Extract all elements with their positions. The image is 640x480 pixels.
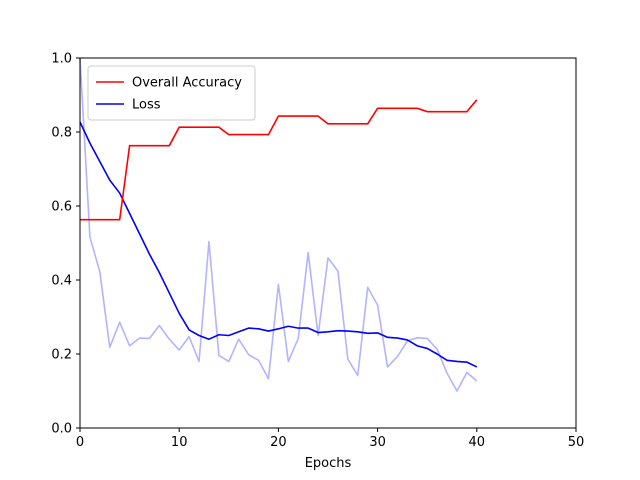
y-axis-ticks: 0.0 0.2 0.4 0.6 0.8 1.0 [51, 52, 80, 437]
x-tick-label: 20 [270, 435, 287, 450]
x-axis-label: Epochs [305, 456, 352, 471]
plot-frame [79, 57, 577, 429]
legend-entry-label: Loss [132, 98, 161, 113]
series-line-raw-loss [79, 57, 478, 392]
y-tick-label: 0.0 [51, 422, 72, 437]
series-line-overall-accuracy [80, 99, 478, 221]
series-line-loss [79, 121, 478, 368]
legend-box [87, 65, 256, 121]
y-tick-label: 0.2 [51, 348, 72, 363]
legend: Overall Accuracy Loss [87, 65, 256, 121]
x-tick-label: 30 [369, 435, 386, 450]
x-tick-label: 0 [76, 435, 84, 450]
y-tick-label: 1.0 [51, 52, 72, 67]
x-tick-label: 10 [171, 435, 188, 450]
legend-entry-label: Overall Accuracy [132, 76, 242, 91]
y-tick-label: 0.6 [51, 200, 72, 215]
x-tick-label: 50 [568, 435, 585, 450]
series-lines [79, 57, 478, 392]
y-tick-label: 0.8 [51, 126, 72, 141]
x-tick-label: 40 [469, 435, 486, 450]
x-axis-ticks: 0 10 20 30 40 50 [76, 428, 584, 450]
y-tick-label: 0.4 [51, 274, 72, 289]
